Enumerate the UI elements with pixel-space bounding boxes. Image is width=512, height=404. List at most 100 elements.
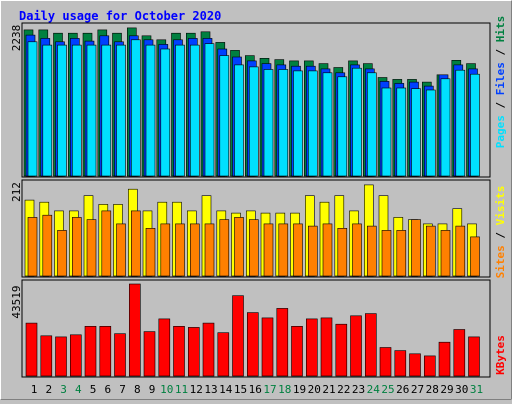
x-tick-label: 15 <box>234 383 247 396</box>
x-tick-label: 19 <box>293 383 306 396</box>
kbytes-bar <box>158 318 171 377</box>
legend-sites: Sites <box>494 245 507 278</box>
pages-bar <box>396 87 407 177</box>
legend-slash-2: / <box>494 42 507 62</box>
pages-bar <box>293 70 303 177</box>
kbytes-bar <box>468 336 480 377</box>
legend-kbytes: KBytes <box>494 335 507 375</box>
pages-bar <box>116 44 126 177</box>
sites-bar <box>455 225 466 277</box>
x-tick-label: 13 <box>204 383 217 396</box>
x-tick-label: 20 <box>308 383 321 396</box>
kbytes-bar <box>305 318 318 377</box>
pages-bar <box>352 67 362 177</box>
pages-bar <box>42 44 53 177</box>
x-tick-label: 31 <box>470 383 483 396</box>
kbytes-bar <box>320 317 333 377</box>
pages-bar <box>101 44 112 177</box>
x-tick-label: 8 <box>134 383 141 396</box>
x-tick-label: 2 <box>45 383 52 396</box>
sites-bar <box>57 230 67 277</box>
legend-pages-files-hits: Pages / Files / Hits <box>494 16 507 149</box>
x-tick-label: 9 <box>149 383 156 396</box>
x-tick-label: 7 <box>119 383 126 396</box>
legend-sites-visits: Sites / Visits <box>494 186 507 279</box>
x-tick-label: 1 <box>31 383 38 396</box>
x-axis-labels: 1 2 3 4 5 6 7 8 9 10 11 12 13 14 15 16 17 18 19 20 21 22 23 24 2… <box>31 383 483 396</box>
sites-bar <box>234 217 244 277</box>
sites-bar <box>440 230 451 277</box>
kbytes-bar <box>276 308 289 377</box>
x-tick-label: 4 <box>75 383 82 396</box>
kbytes-bar <box>55 336 67 377</box>
x-tick-label: 5 <box>90 383 97 396</box>
x-tick-label: 16 <box>249 383 262 396</box>
kbytes-bar <box>84 325 97 377</box>
pages-bar <box>411 88 421 177</box>
kbytes-bar <box>453 329 466 377</box>
kbytes-bar <box>438 341 451 377</box>
legend-slash-1: / <box>494 95 507 115</box>
sites-bar <box>86 219 97 277</box>
pages-bar <box>381 87 392 177</box>
kbytes-bar <box>364 313 377 377</box>
pages-bar <box>455 69 466 177</box>
pages-bar <box>190 44 200 177</box>
sites-bar <box>160 223 171 277</box>
pages-bar <box>322 72 333 177</box>
sites-bar <box>470 236 480 277</box>
kbytes-bar <box>188 327 200 377</box>
sites-bar <box>101 210 112 277</box>
kbytes-bar <box>99 325 112 377</box>
sites-bar <box>72 217 82 277</box>
x-tick-label: 12 <box>190 383 203 396</box>
x-tick-label: 17 <box>263 383 276 396</box>
ymax-label-kbytes: 43519 <box>10 285 23 318</box>
sites-bar <box>278 223 289 277</box>
kbytes-bar <box>217 332 230 377</box>
sites-bar <box>42 214 53 277</box>
pages-bar <box>27 41 38 177</box>
legend-hits: Hits <box>494 16 507 43</box>
ymax-label-sites: 212 <box>10 182 23 202</box>
pages-bar <box>234 64 244 177</box>
pages-bar <box>57 44 67 177</box>
pages-bar <box>307 70 318 177</box>
pages-bar <box>440 78 451 177</box>
sites-bar <box>145 228 156 277</box>
legend-visits: Visits <box>494 186 507 226</box>
ymax-label-hits: 2238 <box>10 25 23 52</box>
sites-bar <box>307 225 318 277</box>
x-tick-label: 24 <box>367 383 381 396</box>
pages-bar <box>425 89 436 177</box>
pages-bar <box>160 48 171 177</box>
pages-bar <box>86 44 97 177</box>
x-tick-label: 25 <box>381 383 394 396</box>
kbytes-bar <box>114 333 126 377</box>
kbytes-bar <box>40 335 53 377</box>
kbytes-bar <box>70 334 82 377</box>
kbytes-bar <box>232 295 244 377</box>
legend-slash-3: / <box>494 225 507 245</box>
sites-bar <box>27 217 38 277</box>
sites-bar <box>175 223 185 277</box>
kbytes-bar <box>143 331 156 377</box>
x-tick-label: 30 <box>455 383 468 396</box>
kbytes-bar <box>335 323 348 377</box>
kbytes-bar <box>291 325 303 377</box>
legend-files: Files <box>494 62 507 95</box>
bars-layer <box>23 27 480 377</box>
x-tick-label: 6 <box>104 383 111 396</box>
x-tick-label: 22 <box>337 383 350 396</box>
pages-bar <box>131 39 141 177</box>
kbytes-bar <box>379 347 392 377</box>
sites-bar <box>131 210 141 277</box>
pages-bar <box>249 66 259 177</box>
pages-bar <box>72 44 82 177</box>
kbytes-bar <box>409 353 421 377</box>
sites-bar <box>381 230 392 277</box>
kbytes-bar <box>423 355 436 377</box>
pages-bar <box>175 44 185 177</box>
